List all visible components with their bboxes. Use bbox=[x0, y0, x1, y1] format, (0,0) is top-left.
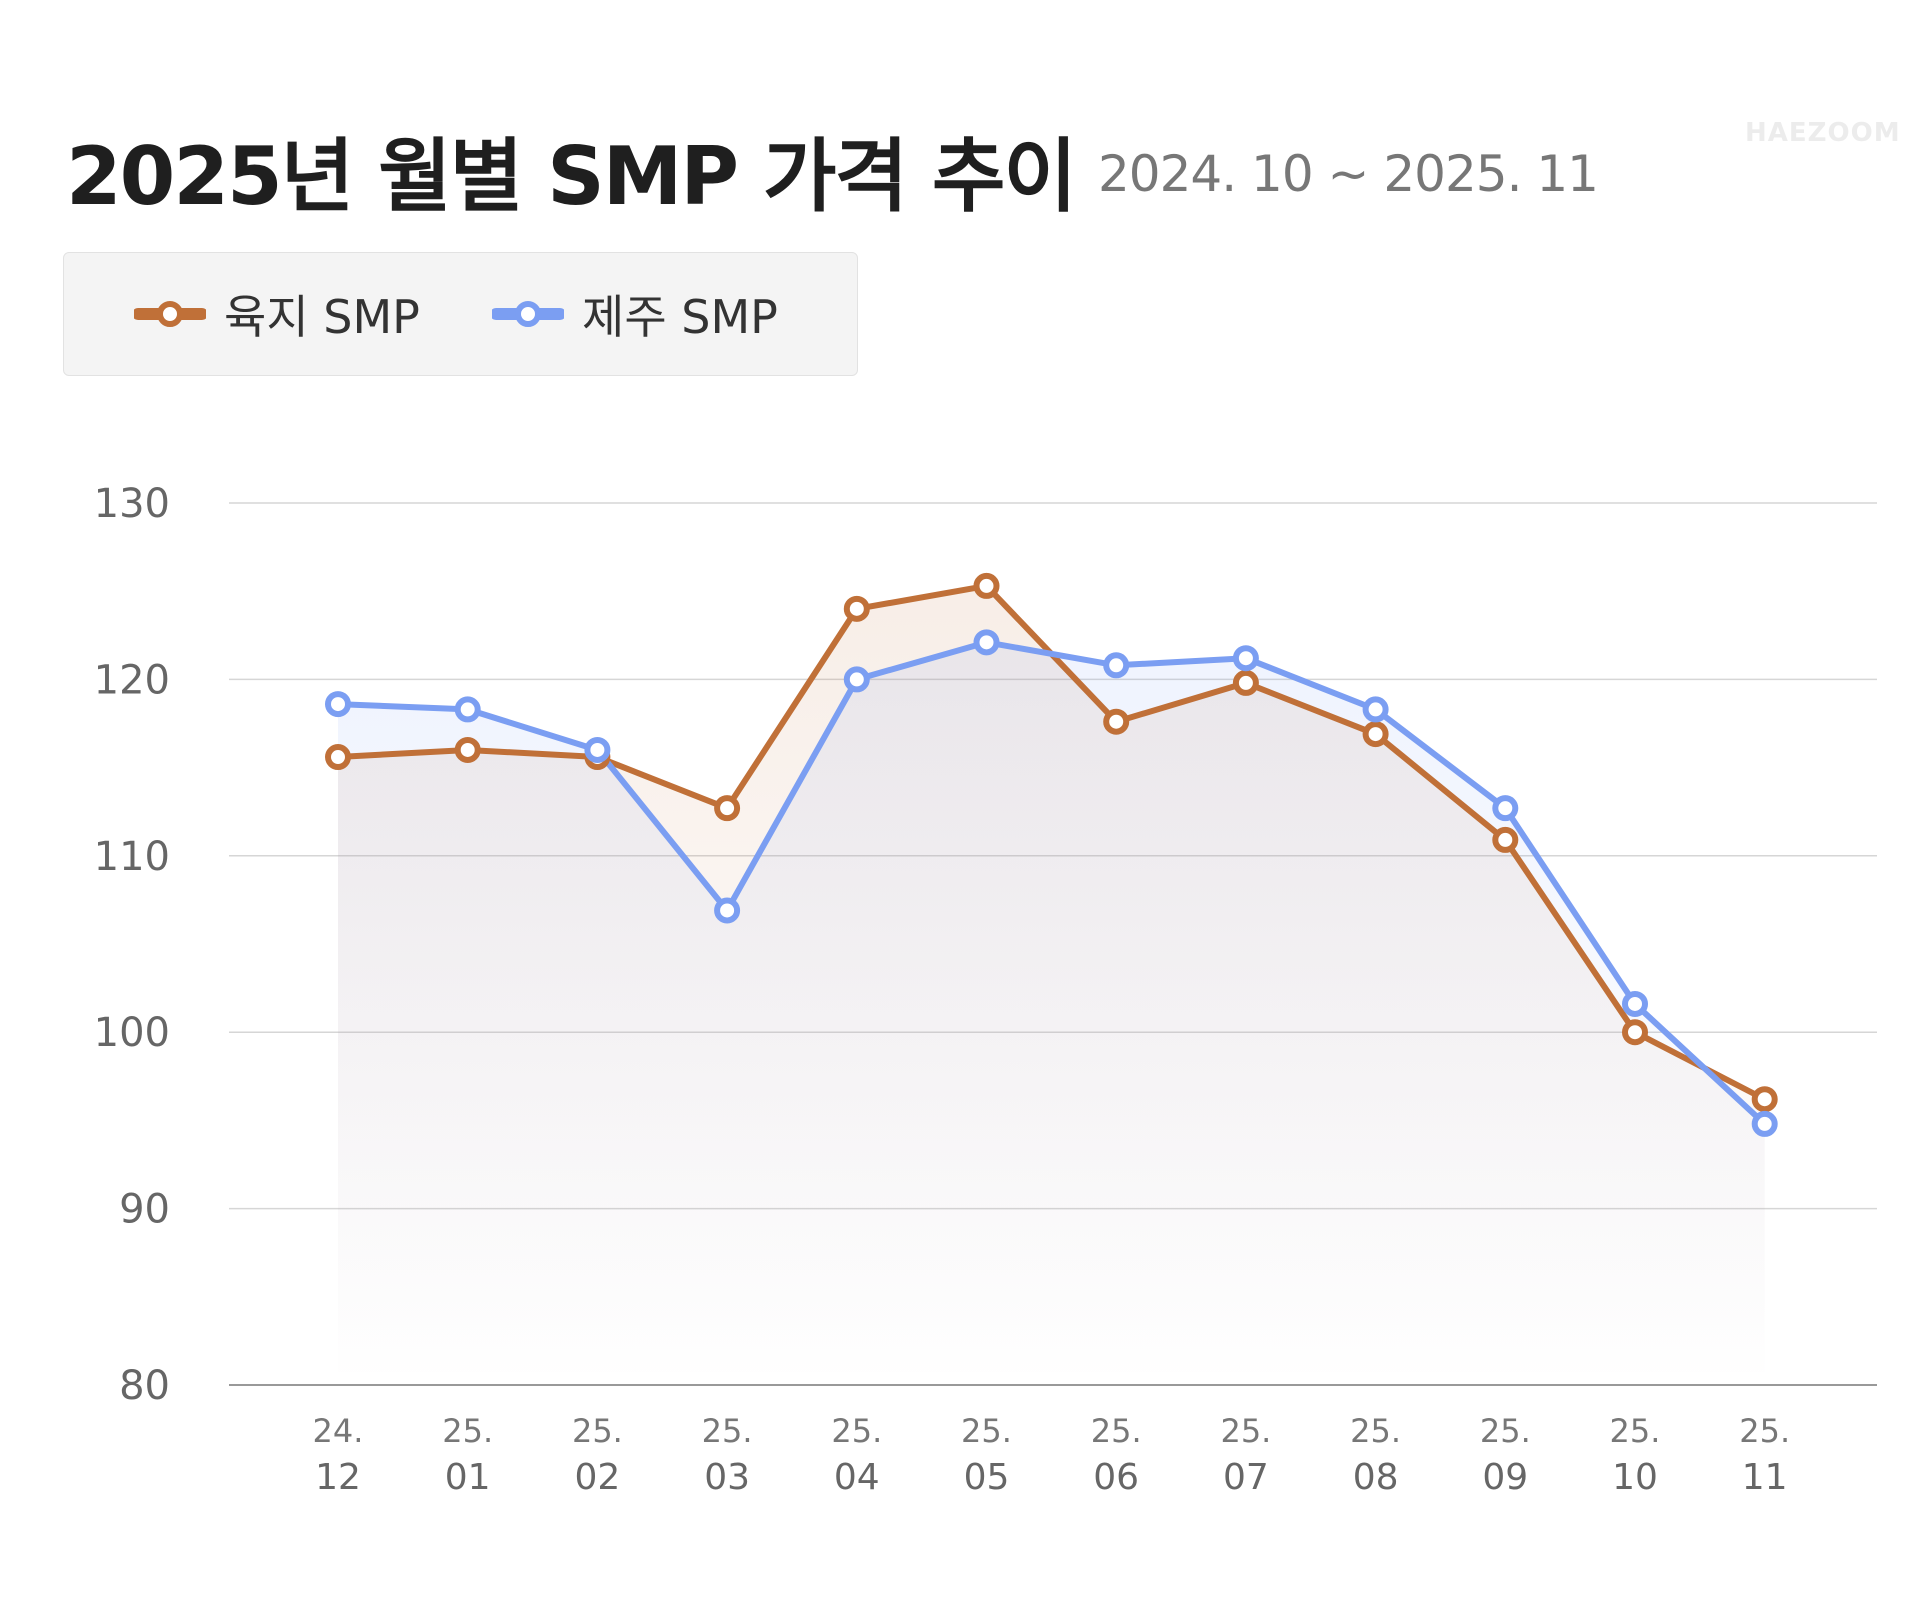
x-tick-label-month: 04 bbox=[834, 1457, 880, 1498]
chart-title: 2025년 월별 SMP 가격 추이 bbox=[66, 130, 1077, 223]
data-point bbox=[1622, 1019, 1648, 1046]
data-point bbox=[1492, 795, 1519, 822]
data-point bbox=[454, 736, 481, 763]
data-point bbox=[454, 696, 481, 723]
x-tick-label-month: 01 bbox=[445, 1457, 491, 1498]
x-tick-label-year: 25. bbox=[442, 1412, 493, 1450]
legend-marker-icon bbox=[134, 301, 206, 327]
data-point bbox=[1232, 669, 1259, 696]
data-point bbox=[973, 629, 1000, 656]
x-tick-label-year: 25. bbox=[1480, 1412, 1531, 1450]
data-point bbox=[325, 691, 351, 718]
x-tick-label-year: 25. bbox=[961, 1412, 1012, 1450]
x-tick-label-year: 25. bbox=[702, 1412, 753, 1450]
data-point bbox=[584, 736, 611, 763]
x-tick-label-month: 03 bbox=[704, 1457, 750, 1498]
x-tick-label-year: 25. bbox=[1610, 1412, 1661, 1450]
legend: 육지 SMP 제주 SMP bbox=[63, 252, 858, 376]
x-tick-label-year: 25. bbox=[572, 1412, 623, 1450]
x-tick-label-year: 25. bbox=[1739, 1412, 1790, 1450]
series-area bbox=[338, 642, 1765, 1385]
x-tick-label-year: 25. bbox=[1220, 1412, 1271, 1450]
y-tick-label: 100 bbox=[94, 1010, 170, 1056]
legend-marker-icon bbox=[492, 301, 564, 327]
data-point bbox=[714, 795, 741, 822]
x-tick-label-month: 07 bbox=[1223, 1457, 1269, 1498]
series-line bbox=[337, 639, 1767, 1127]
chart-subtitle: 2024. 10 ~ 2025. 11 bbox=[1098, 145, 1599, 203]
x-tick-label-year: 25. bbox=[1350, 1412, 1401, 1450]
x-tick-label-month: 10 bbox=[1612, 1457, 1658, 1498]
x-tick-label-month: 06 bbox=[1093, 1457, 1139, 1498]
legend-label: 제주 SMP bbox=[582, 290, 778, 344]
legend-item-jeju: 제주 SMP bbox=[492, 281, 778, 347]
x-tick-label-month: 09 bbox=[1482, 1457, 1528, 1498]
y-tick-label: 120 bbox=[94, 657, 170, 703]
data-point bbox=[1622, 990, 1648, 1017]
data-point bbox=[325, 744, 351, 771]
y-tick-label: 80 bbox=[119, 1363, 170, 1409]
data-point bbox=[1492, 826, 1519, 853]
data-point bbox=[1362, 721, 1389, 748]
legend-label: 육지 SMP bbox=[224, 290, 420, 344]
x-tick-label-year: 25. bbox=[831, 1412, 882, 1450]
x-tick-label-month: 12 bbox=[315, 1457, 361, 1498]
data-point bbox=[714, 897, 741, 924]
data-point bbox=[843, 595, 870, 622]
x-tick-label-year: 25. bbox=[1091, 1412, 1142, 1450]
x-tick-label-month: 08 bbox=[1353, 1457, 1399, 1498]
y-tick-label: 90 bbox=[119, 1187, 170, 1233]
legend-item-land: 육지 SMP bbox=[134, 281, 420, 347]
x-tick-label-month: 02 bbox=[574, 1457, 620, 1498]
data-point bbox=[1103, 708, 1130, 735]
data-point bbox=[1232, 645, 1259, 672]
data-point bbox=[1751, 1086, 1778, 1113]
x-tick-label-year: 24. bbox=[313, 1412, 364, 1450]
data-point bbox=[1751, 1110, 1778, 1137]
data-point bbox=[1103, 652, 1130, 679]
data-point bbox=[843, 666, 870, 693]
data-point bbox=[1362, 696, 1389, 723]
x-tick-label-month: 11 bbox=[1742, 1457, 1788, 1498]
y-tick-label: 110 bbox=[94, 834, 170, 880]
y-tick-label: 130 bbox=[94, 481, 170, 527]
data-point bbox=[973, 572, 1000, 599]
watermark-logo: HAEZOOM bbox=[1745, 118, 1901, 148]
x-tick-label-month: 05 bbox=[964, 1457, 1010, 1498]
